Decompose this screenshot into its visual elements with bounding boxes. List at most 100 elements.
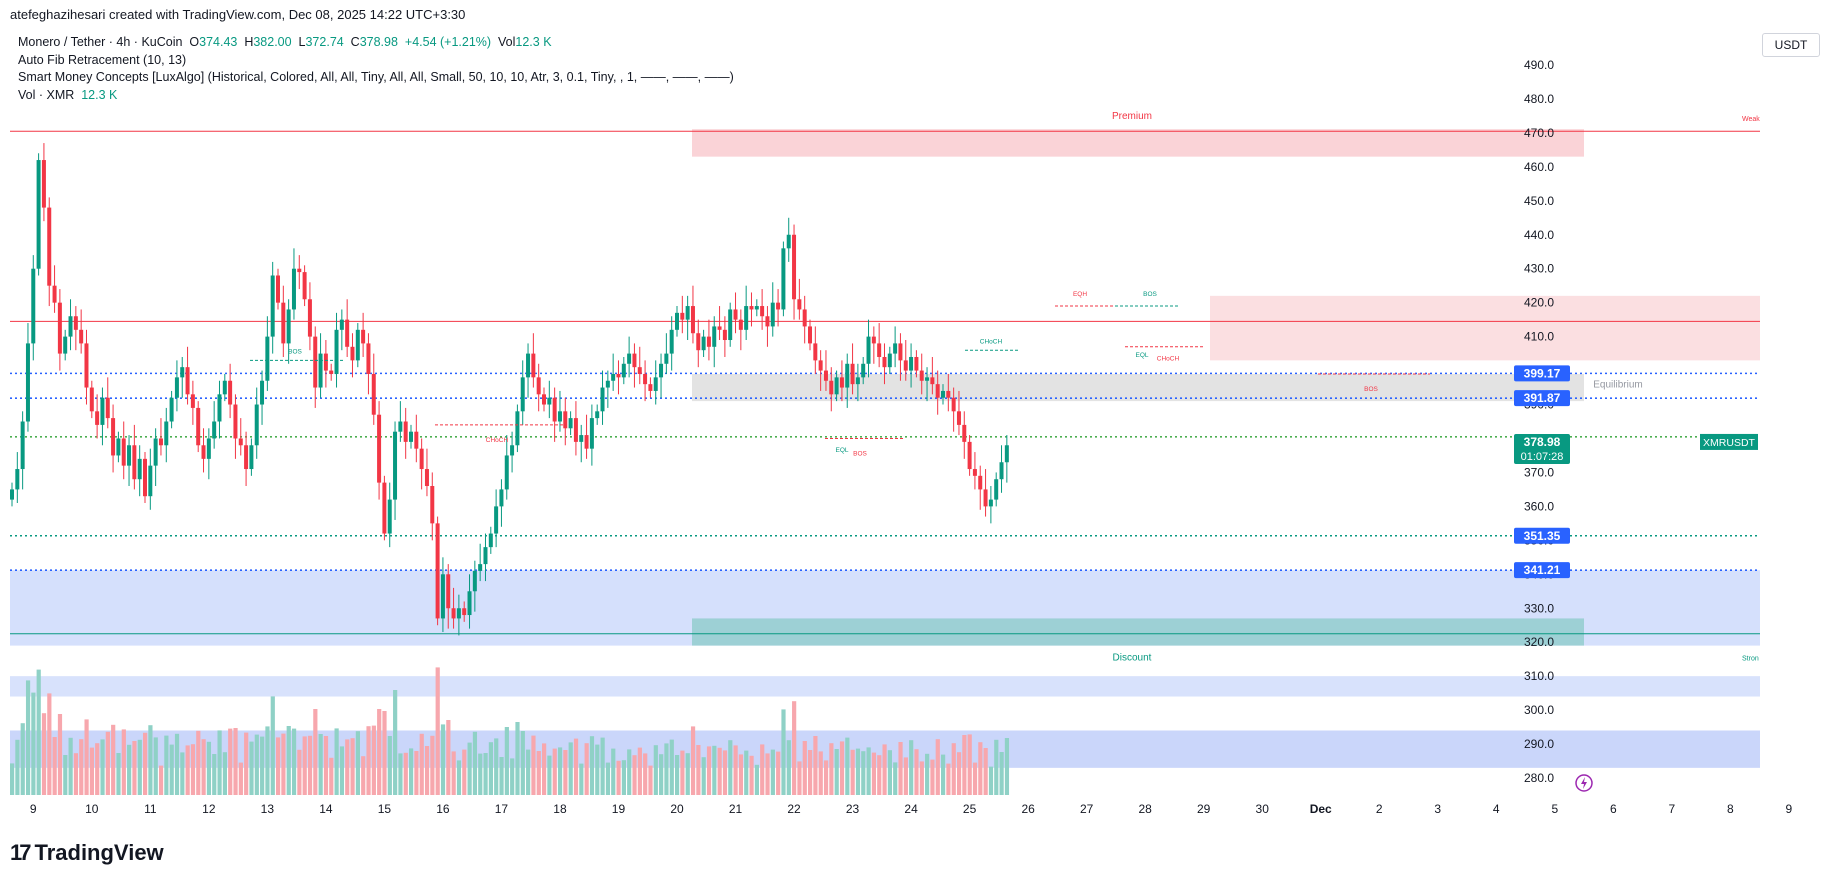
currency-button[interactable]: USDT: [1762, 33, 1820, 57]
volume-bar: [313, 709, 318, 795]
volume-bar: [446, 720, 451, 795]
candle-body: [930, 377, 935, 385]
volume-bar: [504, 727, 509, 795]
volume-bar: [462, 749, 467, 795]
volume-bar: [483, 753, 488, 795]
candle-body: [962, 424, 967, 442]
candle-body: [839, 377, 844, 388]
tradingview-mark-icon: 17: [10, 840, 32, 865]
indicator-smc[interactable]: Smart Money Concepts [LuxAlgo] (Historic…: [18, 70, 734, 84]
y-tick-label: 450.0: [1524, 194, 1554, 208]
level-tag-bg: [1514, 562, 1570, 579]
candle-body: [190, 394, 195, 408]
volume-bar: [526, 749, 531, 795]
y-tick-label: 440.0: [1524, 228, 1554, 242]
volume-bar: [334, 728, 339, 795]
volume-bar: [47, 693, 52, 795]
candle-body: [999, 462, 1004, 480]
volume-bar: [605, 762, 611, 795]
volume-bar: [579, 763, 584, 795]
volume-bar: [451, 751, 456, 795]
candle-body: [291, 268, 296, 310]
candle-body: [185, 367, 190, 395]
volume-bar: [813, 736, 818, 795]
choch-label-3: CHoCH: [1157, 355, 1180, 362]
tradingview-logo[interactable]: 17 TradingView: [10, 840, 164, 866]
volume-bar: [148, 725, 153, 795]
volume-bar: [371, 725, 376, 795]
candle-body: [137, 458, 142, 480]
candle-body: [153, 438, 158, 466]
x-tick-label: 9: [30, 802, 37, 816]
last-price-tag-bg: [1514, 433, 1570, 464]
candle-body: [563, 411, 568, 429]
candle-body: [802, 309, 807, 327]
candle-body: [627, 353, 632, 364]
volume-bar: [621, 760, 626, 795]
candle-body: [174, 377, 179, 398]
candle-body: [451, 608, 456, 619]
candle-body: [526, 353, 531, 378]
volume-bar: [228, 728, 233, 795]
volume-bar: [552, 748, 557, 795]
candle-body: [143, 458, 147, 497]
candle-body: [265, 336, 270, 381]
volume-bar: [637, 747, 642, 795]
candle-body: [419, 448, 424, 470]
candle-body: [680, 312, 685, 320]
candle-body: [212, 421, 217, 439]
candle-body: [765, 316, 770, 327]
volume-bar: [233, 728, 238, 795]
indicator-volume[interactable]: Vol · XMR 12.3 K: [18, 87, 734, 105]
price-axis: 280.0290.0300.0310.0320.0330.0340.0350.0…: [1524, 58, 1554, 785]
change-value: +4.54 (+1.21%): [404, 35, 492, 49]
candle-body: [488, 533, 493, 548]
bos-label-4: BOS: [1364, 386, 1378, 393]
volume-bar: [941, 754, 946, 795]
candle-body: [706, 336, 711, 347]
candle-body: [589, 418, 594, 449]
volume-bar: [265, 726, 270, 795]
candle-body: [797, 299, 802, 310]
volume-bar: [850, 749, 855, 795]
volume-bar: [956, 752, 962, 795]
candle-body: [850, 363, 855, 385]
symbol-legend-row[interactable]: Monero / Tether · 4h · KuCoin O374.43 H3…: [18, 34, 734, 52]
volume-bar: [440, 724, 446, 795]
volume-bar: [722, 750, 728, 795]
volume-bar: [786, 740, 791, 795]
candle-body: [121, 438, 126, 466]
supply-zone: [1210, 295, 1760, 361]
y-tick-label: 360.0: [1524, 499, 1554, 513]
candle-body: [754, 306, 759, 310]
y-tick-label: 320.0: [1524, 635, 1554, 649]
volume-bar: [79, 739, 84, 795]
candle-body: [414, 431, 419, 449]
x-tick-label: 14: [319, 802, 333, 816]
x-tick-label: 18: [553, 802, 567, 816]
volume-bar: [536, 751, 541, 795]
volume-bar: [424, 746, 430, 795]
volume-bar: [776, 751, 781, 795]
volume-bar: [111, 724, 116, 795]
indicator-fib[interactable]: Auto Fib Retracement (10, 13): [18, 52, 187, 67]
candle-body: [557, 411, 562, 422]
volume-bar: [871, 752, 877, 795]
x-tick-label: 26: [1021, 802, 1035, 816]
candle-body: [536, 377, 541, 395]
volume-bar: [616, 760, 621, 795]
candle-body: [935, 384, 940, 398]
volume-bar: [935, 739, 940, 795]
volume-bar: [143, 732, 148, 795]
candle-body: [882, 356, 887, 368]
volume-bar: [164, 735, 169, 795]
level-tag-bg: [1514, 390, 1570, 407]
volume-bar: [403, 752, 408, 795]
candle-body: [781, 248, 786, 310]
candle-body: [350, 346, 355, 361]
candle-body: [579, 435, 584, 442]
candle-body: [494, 506, 499, 534]
choch-label-1: CHoCH: [486, 437, 509, 444]
candle-body: [690, 306, 695, 334]
